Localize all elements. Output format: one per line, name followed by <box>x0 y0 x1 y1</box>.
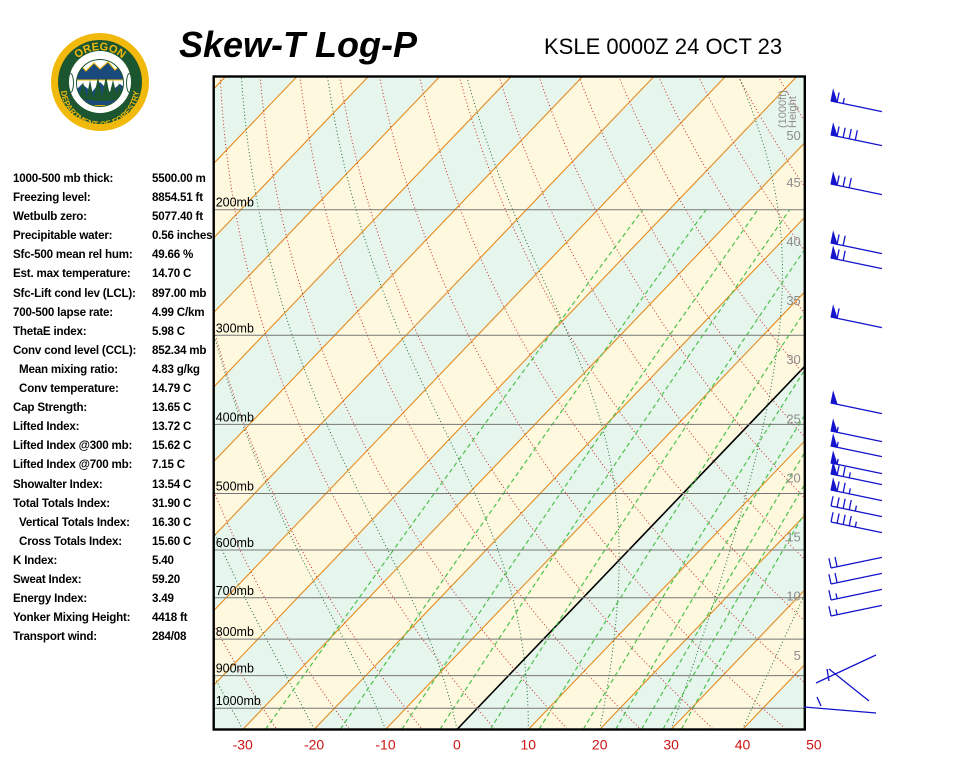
svg-text:40: 40 <box>786 234 800 249</box>
svg-text:20: 20 <box>786 470 800 485</box>
svg-text:700mb: 700mb <box>216 584 254 598</box>
svg-text:30: 30 <box>786 352 800 367</box>
svg-text:30: 30 <box>663 737 679 753</box>
svg-text:15: 15 <box>786 530 800 545</box>
svg-text:20: 20 <box>592 737 608 753</box>
svg-text:40: 40 <box>735 737 751 753</box>
svg-text:(1000ft): (1000ft) <box>777 90 789 128</box>
svg-text:50: 50 <box>786 128 800 143</box>
svg-text:0: 0 <box>453 737 461 753</box>
svg-text:10: 10 <box>786 589 800 604</box>
svg-text:-10: -10 <box>375 737 395 753</box>
svg-text:45: 45 <box>786 175 800 190</box>
svg-text:35: 35 <box>786 293 800 308</box>
svg-text:500mb: 500mb <box>216 480 254 494</box>
svg-text:800mb: 800mb <box>216 625 254 639</box>
svg-text:-30: -30 <box>233 737 253 753</box>
svg-text:400mb: 400mb <box>216 410 254 424</box>
svg-text:200mb: 200mb <box>216 196 254 210</box>
svg-text:5: 5 <box>794 648 801 663</box>
svg-text:10: 10 <box>521 737 537 753</box>
svg-text:50: 50 <box>806 737 822 753</box>
svg-text:900mb: 900mb <box>216 662 254 676</box>
svg-text:25: 25 <box>786 411 800 426</box>
svg-text:600mb: 600mb <box>216 536 254 550</box>
svg-text:300mb: 300mb <box>216 321 254 335</box>
svg-text:-20: -20 <box>304 737 324 753</box>
svg-text:1000mb: 1000mb <box>216 694 261 708</box>
